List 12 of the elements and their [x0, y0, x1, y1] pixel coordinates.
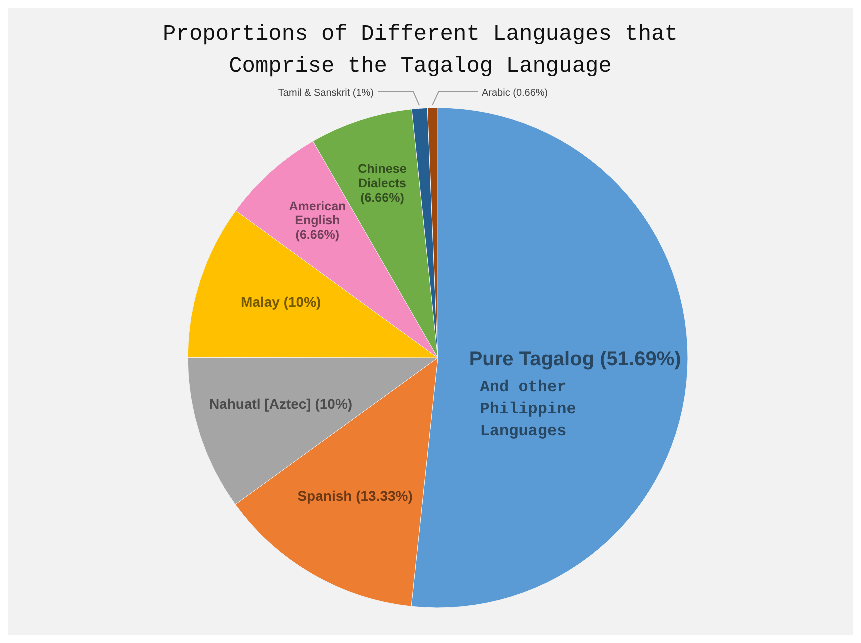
slice-label: American English: [289, 199, 346, 228]
text: And other Philippine Languages: [480, 378, 576, 440]
slice-label: Malay (10%): [241, 294, 322, 310]
data-label: (6.66%): [360, 190, 404, 205]
slice-label: Chinese Dialects: [358, 162, 407, 190]
chart-title: Proportions of Different Languages that Comprise the Tagalog Language: [163, 22, 678, 79]
slice-label: Arabic (0.66%): [482, 88, 548, 99]
data-label: (6.66%): [296, 228, 340, 242]
slice-label: Nahuatl [Aztec] (10%): [209, 396, 353, 412]
slice-label: Tamil & Sanskrit (1%): [278, 88, 374, 99]
slice-label: Spanish (13.33%): [298, 488, 413, 504]
slice-label: Pure Tagalog (51.69%): [469, 348, 682, 370]
